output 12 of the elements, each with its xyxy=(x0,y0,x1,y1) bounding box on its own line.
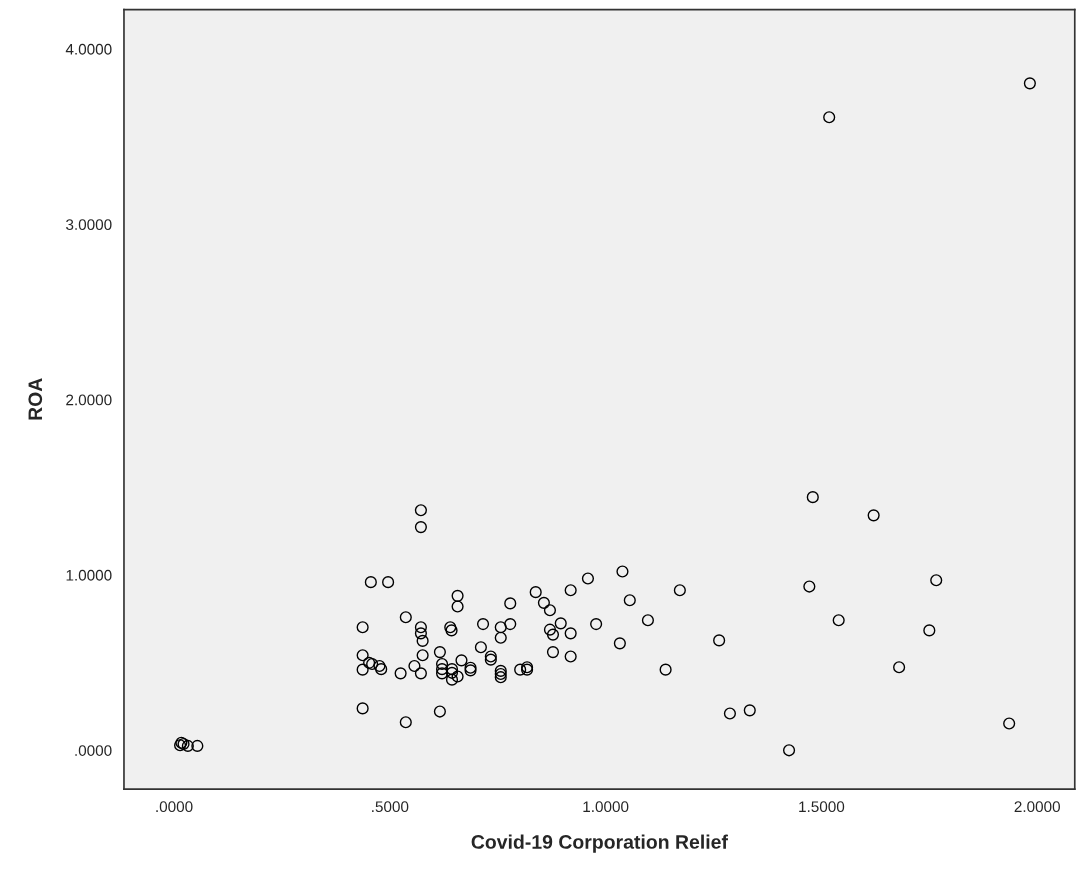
x-tick-label: .0000 xyxy=(156,801,193,813)
x-tick-label: 1.5000 xyxy=(799,801,845,813)
y-tick-label: 4.0000 xyxy=(65,43,112,55)
y-tick-label: .0000 xyxy=(75,745,112,756)
x-axis-title: Covid-19 Corporation Relief xyxy=(471,834,728,853)
y-axis-title: ROA xyxy=(28,378,43,420)
y-tick-label: 2.0000 xyxy=(66,394,112,406)
x-tick-label: 2.0000 xyxy=(1014,801,1060,813)
y-tick-label: 1.0000 xyxy=(66,569,112,581)
y-tick-label: 3.0000 xyxy=(66,219,112,231)
x-tick-label: .5000 xyxy=(372,801,409,813)
x-tick-label: 1.0000 xyxy=(583,801,629,813)
